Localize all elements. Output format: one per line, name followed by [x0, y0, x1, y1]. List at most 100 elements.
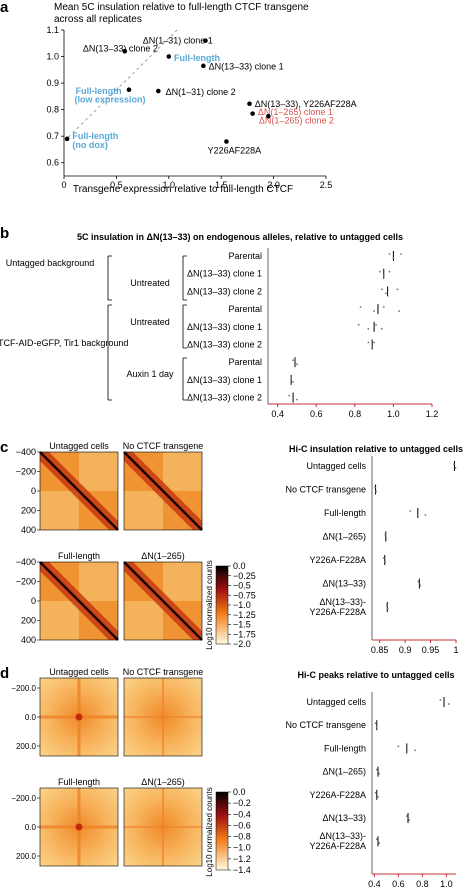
panel-a-sub-label: (low expression) — [74, 95, 145, 105]
panel-c-colorbar-label: Log10 normalized counts — [205, 560, 214, 649]
panel-a-point-label: ΔN(13–33) clone 1 — [209, 62, 284, 72]
panel-d-row-label: ΔN(13–33)- — [319, 831, 366, 841]
panel-d-row-label: Full-length — [324, 743, 366, 753]
panel-c-replicate-point — [385, 604, 388, 606]
panel-d-map-tick-label: −200.0 — [11, 684, 36, 693]
panel-a-points: ΔN(1–31) clone 1ΔN(13–33) clone 2 Full-le… — [64, 36, 357, 156]
panel-a-point — [122, 48, 128, 54]
panel-d-replicate-point — [375, 726, 378, 729]
panel-d-colorbar-tick-label: −1.4 — [233, 865, 251, 875]
panel-c-map-tick-label: 400 — [21, 635, 36, 645]
panel-b-replicate-point — [388, 270, 391, 273]
heatmap-frame — [123, 787, 203, 867]
panel-b-replicate-point — [388, 253, 391, 255]
panel-d-colorbar: 0.0−0.2−0.4−0.6 −0.8−1.0−1.2−1.4 Log10 nor… — [205, 787, 251, 877]
panel-d-replicate-point — [439, 699, 442, 701]
panel-c-replicate-point — [375, 490, 377, 493]
panel-b-letter: b — [0, 225, 9, 242]
panel-a-point-label: ΔN(1–31) clone 1 — [143, 36, 213, 46]
panel-a-point — [166, 54, 172, 59]
panel-c-colorbar-tick-label: −2.0 — [233, 639, 251, 649]
heatmap-peak — [75, 713, 83, 721]
heatmap-peak — [75, 823, 83, 831]
panel-b-sub-auxin: Auxin 1 day — [126, 369, 174, 379]
panel-a-xlabel: Transgene expression relative to full-le… — [73, 184, 293, 195]
panel-a-y-tick-label: 1.0 — [46, 52, 59, 62]
panel-c-row-label: Untagged cells — [306, 461, 366, 471]
panel-d-replicate-point — [377, 795, 379, 798]
panel-d-map-title: Untagged cells — [49, 667, 109, 677]
panel-b-replicate-point — [396, 288, 399, 291]
panel-b-title: 5C insulation in ΔN(13–33) on endogenous… — [77, 232, 403, 242]
panel-c-row-label: ΔN(13–33) — [322, 579, 366, 589]
panel-d-colorbar-tick-label: −0.6 — [233, 820, 251, 830]
panel-d-replicate-point — [378, 842, 381, 845]
panel-b-replicate-point — [379, 270, 381, 273]
panel-b-replicate-point — [296, 398, 298, 401]
panel-c-row-label: ΔN(13–33)- — [319, 597, 366, 607]
panel-b-brackets — [107, 255, 187, 401]
panel-b-row-label: ΔN(13–33) clone 1 — [187, 375, 262, 385]
panel-a-letter: a — [0, 0, 9, 16]
panel-b-x-tick-label: 0.4 — [271, 409, 284, 419]
panel-c-map-title: ΔN(1–265) — [141, 551, 185, 561]
panel-c-row-label: Y226A-F228A — [309, 555, 366, 565]
panel-a: a Mean 5C insulation relative to full-le… — [0, 0, 357, 195]
panel-c-map-tick-label: −400 — [16, 447, 36, 457]
panel-a-y-tick-label: 1.1 — [46, 25, 59, 35]
panel-a-point-label: ΔN(1–31) clone 2 — [166, 87, 236, 97]
panel-b-replicate-point — [371, 345, 374, 348]
panel-c-colorbar-tick-label: −1.5 — [233, 620, 251, 630]
panel-c-replicate-point — [454, 467, 457, 469]
panel-b-group-untagged: Untagged background — [6, 258, 95, 268]
panel-a-x-tick-label: 1.5 — [215, 180, 228, 190]
panel-a-x-tick-label: 0 — [61, 180, 66, 190]
panel-a-point-label: Full-length — [174, 53, 220, 63]
panel-b-points: Parental ΔN(13–33) clone 1 ΔN(13–33) clone… — [187, 251, 403, 403]
panel-d-x-tick-label: 0.8 — [416, 879, 429, 889]
heatmap-diagonal — [123, 561, 203, 641]
panel-c-map-title: Full-length — [58, 551, 100, 561]
panel-c-x-tick-label: 1 — [453, 645, 458, 655]
panel-b-sub-untreated-2: Untreated — [130, 317, 170, 327]
panel-d-row-label: Y226A-F228A — [309, 841, 366, 851]
panel-c-map-tick-label: 200 — [21, 616, 36, 626]
panel-d-replicate-point — [414, 749, 417, 752]
panel-b-row-label: ΔN(13–33) clone 2 — [187, 393, 262, 403]
panel-c-heatmap — [123, 451, 203, 531]
panel-a-trend-line — [63, 29, 178, 142]
panel-d-colorbar-tick-label: −1.0 — [233, 843, 251, 853]
panel-b-replicate-point — [375, 323, 377, 326]
panel-b-x-tick-label: 0.6 — [310, 409, 323, 419]
panel-a-point-label: ΔN(13–33) clone 2 — [83, 44, 158, 54]
panel-c-map-tick-label: 400 — [21, 525, 36, 535]
panel-b-row-label: ΔN(13–33) clone 1 — [187, 269, 262, 279]
panel-c-map-tick-label: 200 — [21, 506, 36, 516]
panel-c-map-tick-label: −400 — [16, 557, 36, 567]
panel-a-title-line1: Mean 5C insulation relative to full-leng… — [54, 2, 309, 13]
panel-d-colorbar-tick-label: −0.4 — [233, 809, 251, 819]
panel-d-colorbar-tick-label: −1.2 — [233, 854, 251, 864]
panel-d-letter: d — [0, 665, 9, 682]
panel-c-heatmap — [39, 561, 119, 641]
panel-a-y-tick-label: 0.6 — [46, 158, 59, 168]
panel-c-x-tick-label: 0.9 — [399, 645, 412, 655]
panel-a-point — [126, 87, 132, 93]
panel-c-colorbar-tick-label: −0.5 — [233, 581, 251, 591]
panel-c-x-tick-label: 0.85 — [371, 645, 389, 655]
panel-a-point — [64, 136, 70, 142]
panel-d-map-tick-label: 200.0 — [16, 852, 37, 861]
panel-b-replicate-point — [373, 341, 376, 344]
panel-d-map-tick-label: 0.0 — [25, 713, 37, 722]
panel-c-row-label: Full-length — [324, 508, 366, 518]
panel-b-row-label: Parental — [228, 304, 262, 314]
panel-a-point-label: Y226AF228A — [208, 146, 262, 156]
panel-a-point — [224, 139, 229, 144]
panel-b-x-tick-label: 1.2 — [426, 409, 439, 419]
panel-c-replicate-point — [384, 533, 387, 536]
panel-d-x-tick-label: 0.4 — [368, 879, 381, 889]
panel-b-replicate-point — [357, 323, 360, 326]
panel-a-y-tick-label: 0.8 — [46, 105, 59, 115]
panel-b-replicate-point — [382, 306, 385, 308]
panel-b-row-label: ΔN(13–33) clone 2 — [187, 340, 262, 350]
